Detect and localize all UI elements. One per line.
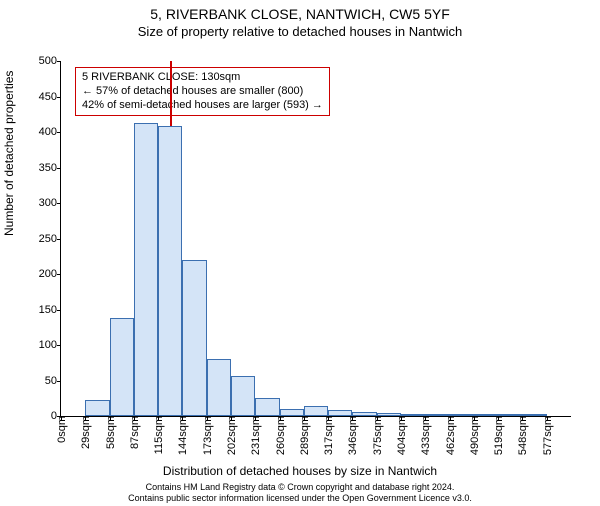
y-tick-mark xyxy=(57,381,61,382)
x-tick-label: 231sqm xyxy=(248,416,262,455)
chart-title-sub: Size of property relative to detached ho… xyxy=(0,24,600,39)
x-tick-label: 433sqm xyxy=(418,416,432,455)
x-axis-label: Distribution of detached houses by size … xyxy=(0,464,600,478)
annotation-line: 42% of semi-detached houses are larger (… xyxy=(82,99,323,113)
x-tick-label: 548sqm xyxy=(515,416,529,455)
histogram-bar xyxy=(158,126,182,416)
histogram-bar xyxy=(231,376,255,416)
y-tick-mark xyxy=(57,61,61,62)
footer-line-1: Contains HM Land Registry data © Crown c… xyxy=(0,482,600,493)
histogram-bar xyxy=(207,359,231,416)
plot-area: 5 RIVERBANK CLOSE: 130sqm← 57% of detach… xyxy=(60,61,571,417)
x-tick-label: 317sqm xyxy=(321,416,335,455)
x-tick-label: 519sqm xyxy=(491,416,505,455)
histogram-bar xyxy=(134,123,158,416)
x-tick-label: 58sqm xyxy=(103,416,117,449)
x-tick-label: 346sqm xyxy=(345,416,359,455)
y-tick-mark xyxy=(57,203,61,204)
x-tick-label: 289sqm xyxy=(297,416,311,455)
annotation-line: 5 RIVERBANK CLOSE: 130sqm xyxy=(82,71,323,85)
y-tick-mark xyxy=(57,239,61,240)
annotation-box: 5 RIVERBANK CLOSE: 130sqm← 57% of detach… xyxy=(75,67,330,116)
chart-title-main: 5, RIVERBANK CLOSE, NANTWICH, CW5 5YF xyxy=(0,6,600,22)
x-tick-label: 462sqm xyxy=(443,416,457,455)
x-tick-label: 29sqm xyxy=(78,416,92,449)
x-tick-label: 490sqm xyxy=(467,416,481,455)
x-tick-label: 173sqm xyxy=(200,416,214,455)
histogram-bar xyxy=(182,260,206,416)
x-tick-label: 375sqm xyxy=(370,416,384,455)
annotation-line: ← 57% of detached houses are smaller (80… xyxy=(82,85,323,99)
histogram-bar xyxy=(85,400,109,416)
x-tick-label: 577sqm xyxy=(540,416,554,455)
histogram-bar xyxy=(255,398,279,416)
x-tick-label: 87sqm xyxy=(127,416,141,449)
histogram-bar xyxy=(280,409,304,416)
chart-container: 5, RIVERBANK CLOSE, NANTWICH, CW5 5YF Si… xyxy=(0,6,600,506)
footer-attribution: Contains HM Land Registry data © Crown c… xyxy=(0,482,600,504)
y-tick-mark xyxy=(57,345,61,346)
x-tick-label: 404sqm xyxy=(394,416,408,455)
x-tick-label: 115sqm xyxy=(151,416,165,454)
y-tick-mark xyxy=(57,168,61,169)
histogram-bar xyxy=(304,406,328,416)
footer-line-2: Contains public sector information licen… xyxy=(0,493,600,504)
y-tick-mark xyxy=(57,97,61,98)
x-tick-label: 202sqm xyxy=(224,416,238,455)
histogram-bar xyxy=(110,318,134,416)
x-tick-label: 260sqm xyxy=(273,416,287,455)
x-tick-label: 0sqm xyxy=(54,416,68,443)
y-tick-mark xyxy=(57,132,61,133)
y-tick-mark xyxy=(57,310,61,311)
y-tick-mark xyxy=(57,274,61,275)
x-tick-label: 144sqm xyxy=(175,416,189,455)
y-axis-label: Number of detached properties xyxy=(2,71,16,236)
